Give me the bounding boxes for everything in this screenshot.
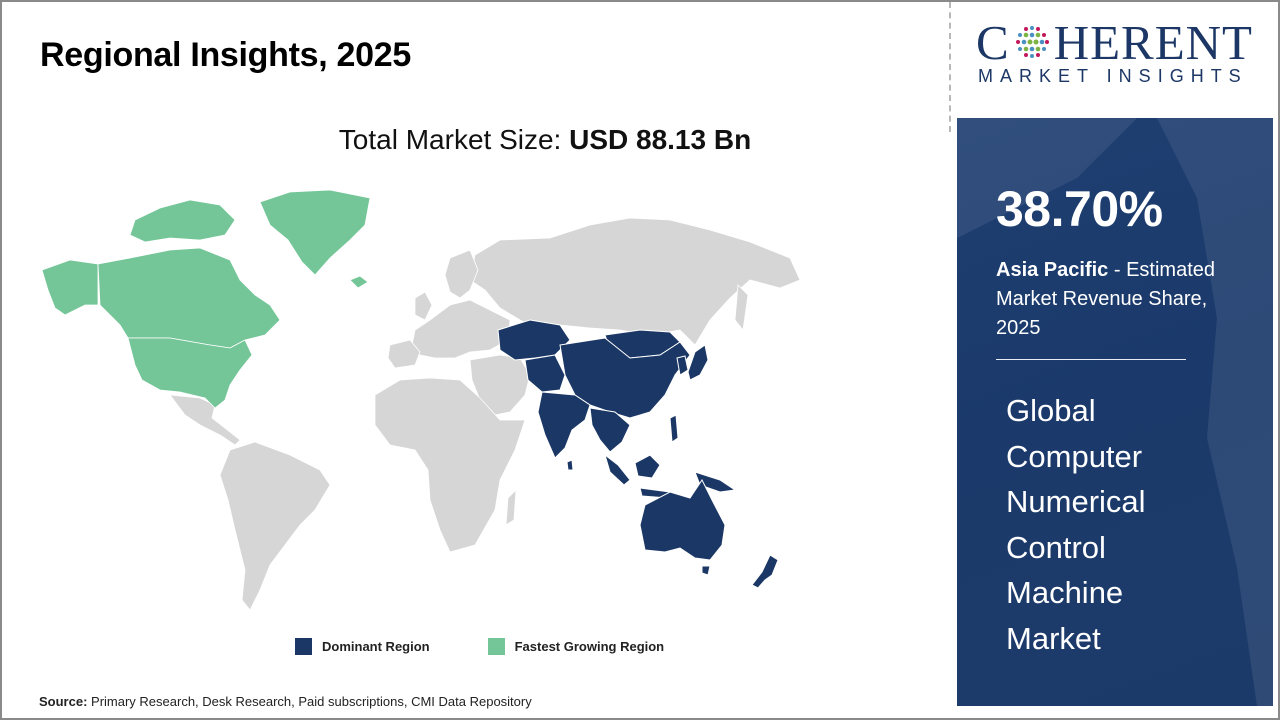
logo-wordmark: C HERENT: [976, 18, 1266, 68]
source-label: Source:: [39, 694, 88, 709]
frame-border-top: [0, 0, 1280, 2]
market-name-line: Control: [1006, 529, 1106, 565]
logo-letter-c: C: [976, 15, 1010, 70]
share-description-text: - Estimated Market Revenue Share, 2025: [996, 259, 1215, 339]
world-map: [41, 189, 801, 611]
coherent-market-insights-logo: C HERENT MARKET INSIGHTS: [976, 18, 1266, 87]
panel-map-watermark: [957, 118, 1273, 706]
market-name-line: Machine: [1006, 575, 1124, 610]
dominant-region-name: Asia Pacific: [996, 259, 1109, 281]
source-text: Primary Research, Desk Research, Paid su…: [87, 694, 532, 709]
north-america-shapes: [41, 189, 371, 409]
frame-border-left: [0, 0, 2, 720]
legend-label: Dominant Region: [322, 639, 430, 654]
market-name-line: Market: [1006, 620, 1101, 656]
source-note: Source: Primary Research, Desk Research,…: [39, 694, 532, 709]
market-name-line: Global: [1006, 393, 1096, 428]
market-name: Global Computer Numerical Control Machin…: [1006, 388, 1246, 661]
legend-item-fastest-growing: Fastest Growing Region: [487, 638, 665, 655]
share-percent: 38.70%: [996, 181, 1163, 237]
legend-item-dominant: Dominant Region: [295, 638, 430, 655]
legend-label: Fastest Growing Region: [514, 639, 665, 654]
market-size-label: Total Market Size:: [338, 124, 570, 155]
share-description: Asia Pacific - Estimated Market Revenue …: [996, 256, 1256, 343]
panel-divider: [996, 359, 1186, 360]
logo-letters-herent: HERENT: [1053, 15, 1253, 70]
market-size-value: USD 88.13 Bn: [569, 124, 752, 155]
dashed-divider: [949, 2, 951, 132]
market-name-line: Numerical: [1006, 484, 1146, 519]
frame-border-bottom: [0, 718, 1280, 720]
dominant-swatch-icon: [295, 638, 312, 655]
share-highlight-panel: 38.70% Asia Pacific - Estimated Market R…: [957, 118, 1273, 706]
map-legend: Dominant Region Fastest Growing Region: [295, 638, 722, 655]
market-name-line: Computer: [1006, 438, 1143, 474]
page-title: Regional Insights, 2025: [40, 36, 411, 74]
frame-border-right: [1278, 0, 1280, 720]
logo-tagline: MARKET INSIGHTS: [978, 66, 1248, 86]
asia-pacific-shapes: [497, 319, 779, 589]
fastest-growing-swatch-icon: [487, 638, 505, 655]
total-market-size: Total Market Size: USD 88.13 Bn: [0, 124, 1090, 156]
rest-of-world-shapes: [169, 217, 801, 611]
globe-dots-icon: [1015, 26, 1049, 58]
